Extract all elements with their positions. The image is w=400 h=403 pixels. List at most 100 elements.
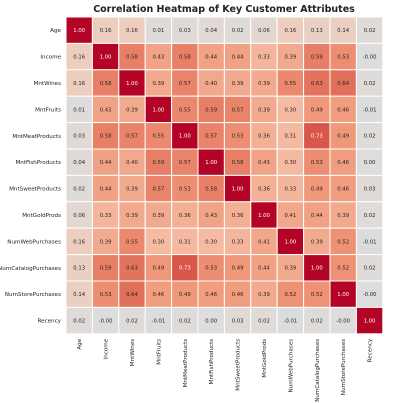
cell-value-label: 0.39 [126, 187, 138, 193]
cell-value-label: -0.00 [99, 319, 113, 325]
row-label-mntfruits: MntFruits [35, 107, 61, 113]
column-label-numcatalogpurchases: NumCatalogPurchases [315, 339, 321, 402]
cell-value-label: -0.00 [336, 319, 350, 325]
cell-value-label: 0.49 [232, 266, 244, 272]
cell-value-label: 0.03 [73, 134, 85, 140]
cell-value-label: 1.00 [179, 134, 191, 140]
column-label-mntfishproducts: MntFishProducts [209, 339, 215, 385]
cell-value-label: 0.13 [311, 28, 323, 34]
heatmap-cell-recency-recency [355, 306, 384, 335]
heatmap-cell-mntsweetproducts-income [91, 174, 120, 203]
heatmap-cell-age-mntfishproducts [197, 16, 225, 44]
cell-value-label: -0.01 [363, 107, 377, 113]
cell-value-label: 0.44 [100, 160, 112, 166]
heatmap-cell-mntfishproducts-mntgoldprods [250, 148, 278, 176]
cell-value-label: 0.49 [311, 107, 323, 113]
cell-value-label: 0.02 [73, 319, 85, 325]
heatmap-cell-numstorepurchases-numwebpurchases [276, 280, 305, 308]
cell-value-label: 0.14 [337, 28, 349, 34]
cell-value-label: 0.64 [337, 81, 349, 87]
heatmap-cell-mntmeatproducts-mntgoldprods [250, 122, 278, 150]
row-label-mntfishproducts: MntFishProducts [15, 160, 61, 166]
heatmap-cell-mntsweetproducts-age [65, 174, 93, 203]
heatmap-cell-mntfruits-recency [355, 95, 384, 124]
cell-value-label: 0.01 [153, 28, 165, 34]
cell-value-label: 0.16 [100, 28, 112, 34]
column-label-mntwines: MntWines [130, 339, 136, 367]
heatmap-cell-income-mntgoldprods [250, 42, 278, 71]
cell-value-label: 0.36 [258, 134, 270, 140]
cell-value-label: 0.43 [205, 213, 217, 219]
heatmap-cell-income-numstorepurchases [329, 42, 357, 71]
cell-value-label: 0.36 [258, 187, 270, 193]
cell-value-label: 0.39 [258, 292, 270, 298]
cell-value-label: 0.55 [179, 107, 191, 113]
heatmap-cell-mntfishproducts-age [65, 148, 93, 176]
column-label-mntfruits: MntFruits [156, 339, 162, 365]
heatmap-cell-mntfishproducts-numwebpurchases [276, 148, 305, 176]
cell-value-label: 0.49 [337, 134, 349, 140]
cell-value-label: 1.00 [311, 266, 323, 272]
heatmap-cell-age-numcatalogpurchases [303, 16, 331, 44]
heatmap-cell-mntmeatproducts-mntwines [118, 122, 146, 150]
cell-value-label: 1.00 [258, 213, 270, 219]
cell-value-label: 0.53 [205, 266, 217, 272]
heatmap-cell-income-income [91, 42, 120, 71]
cell-value-label: 0.58 [205, 187, 217, 193]
heatmap-cell-mntsweetproducts-numcatalogpurchases [303, 174, 331, 203]
cell-value-label: 0.31 [179, 239, 191, 245]
column-label-age: Age [77, 338, 83, 349]
cell-value-label: 0.46 [153, 292, 165, 298]
cell-value-label: 0.57 [153, 187, 165, 193]
cell-value-label: 0.00 [205, 319, 217, 325]
heatmap-cell-mntwines-mntwines [118, 69, 146, 97]
cell-value-label: 0.57 [126, 134, 138, 140]
row-label-mntgoldprods: MntGoldProds [22, 213, 61, 219]
heatmap-cell-numcatalogpurchases-income [91, 254, 120, 282]
cell-value-label: 0.73 [179, 266, 191, 272]
heatmap-cell-income-mntsweetproducts [223, 42, 252, 71]
cell-value-label: 0.57 [232, 107, 244, 113]
cell-value-label: 0.39 [285, 266, 297, 272]
heatmap-cell-mntfishproducts-mntfruits [144, 148, 173, 176]
cell-value-label: 0.58 [126, 55, 138, 61]
cell-value-label: 0.58 [100, 134, 112, 140]
cell-value-label: 0.02 [364, 81, 376, 87]
cell-value-label: 0.57 [179, 160, 191, 166]
cell-value-label: 0.39 [153, 213, 165, 219]
column-label-numwebpurchases: NumWebPurchases [288, 339, 294, 393]
cell-value-label: 0.16 [73, 55, 85, 61]
cell-value-label: 0.44 [100, 187, 112, 193]
heatmap-cell-recency-numstorepurchases [329, 306, 357, 335]
heatmap-cells: 1.00 0.16 0.16 0.01 0.03 0.04 0.02 0.06 0.16 0.13… [65, 16, 384, 335]
heatmap-cell-income-mntmeatproducts [171, 42, 199, 71]
cell-value-label: 0.43 [258, 160, 270, 166]
heatmap-cell-mntfishproducts-mntfishproducts [197, 148, 225, 176]
cell-value-label: 0.14 [73, 292, 85, 298]
heatmap-cell-mntsweetproducts-mntwines [118, 174, 146, 203]
row-label-mntwines: MntWines [34, 81, 62, 87]
cell-value-label: 0.58 [100, 81, 112, 87]
cell-value-label: 0.04 [205, 28, 217, 34]
cell-value-label: 0.52 [285, 292, 297, 298]
cell-value-label: 0.59 [100, 266, 112, 272]
heatmap-cell-mntgoldprods-mntwines [118, 201, 146, 229]
row-label-recency: Recency [37, 319, 61, 325]
column-label-recency: Recency [368, 338, 374, 362]
cell-value-label: -0.01 [363, 239, 377, 245]
heatmap-cell-mntsweetproducts-numwebpurchases [276, 174, 305, 203]
cell-value-label: 0.39 [126, 107, 138, 113]
cell-value-label: 0.02 [232, 28, 244, 34]
chart-title: Correlation Heatmap of Key Customer Attr… [93, 4, 355, 15]
cell-value-label: 0.39 [153, 81, 165, 87]
cell-value-label: 0.46 [337, 160, 349, 166]
heatmap-cell-mntsweetproducts-mntsweetproducts [223, 174, 252, 203]
cell-value-label: 0.33 [258, 55, 270, 61]
column-label-income: Income [104, 338, 110, 359]
heatmap-cell-numstorepurchases-recency [355, 280, 384, 308]
cell-value-label: 1.00 [285, 239, 297, 245]
cell-value-label: 0.39 [232, 81, 244, 87]
cell-value-label: 0.64 [126, 292, 138, 298]
heatmap-cell-numwebpurchases-age [65, 227, 93, 256]
cell-value-label: 0.30 [205, 239, 217, 245]
